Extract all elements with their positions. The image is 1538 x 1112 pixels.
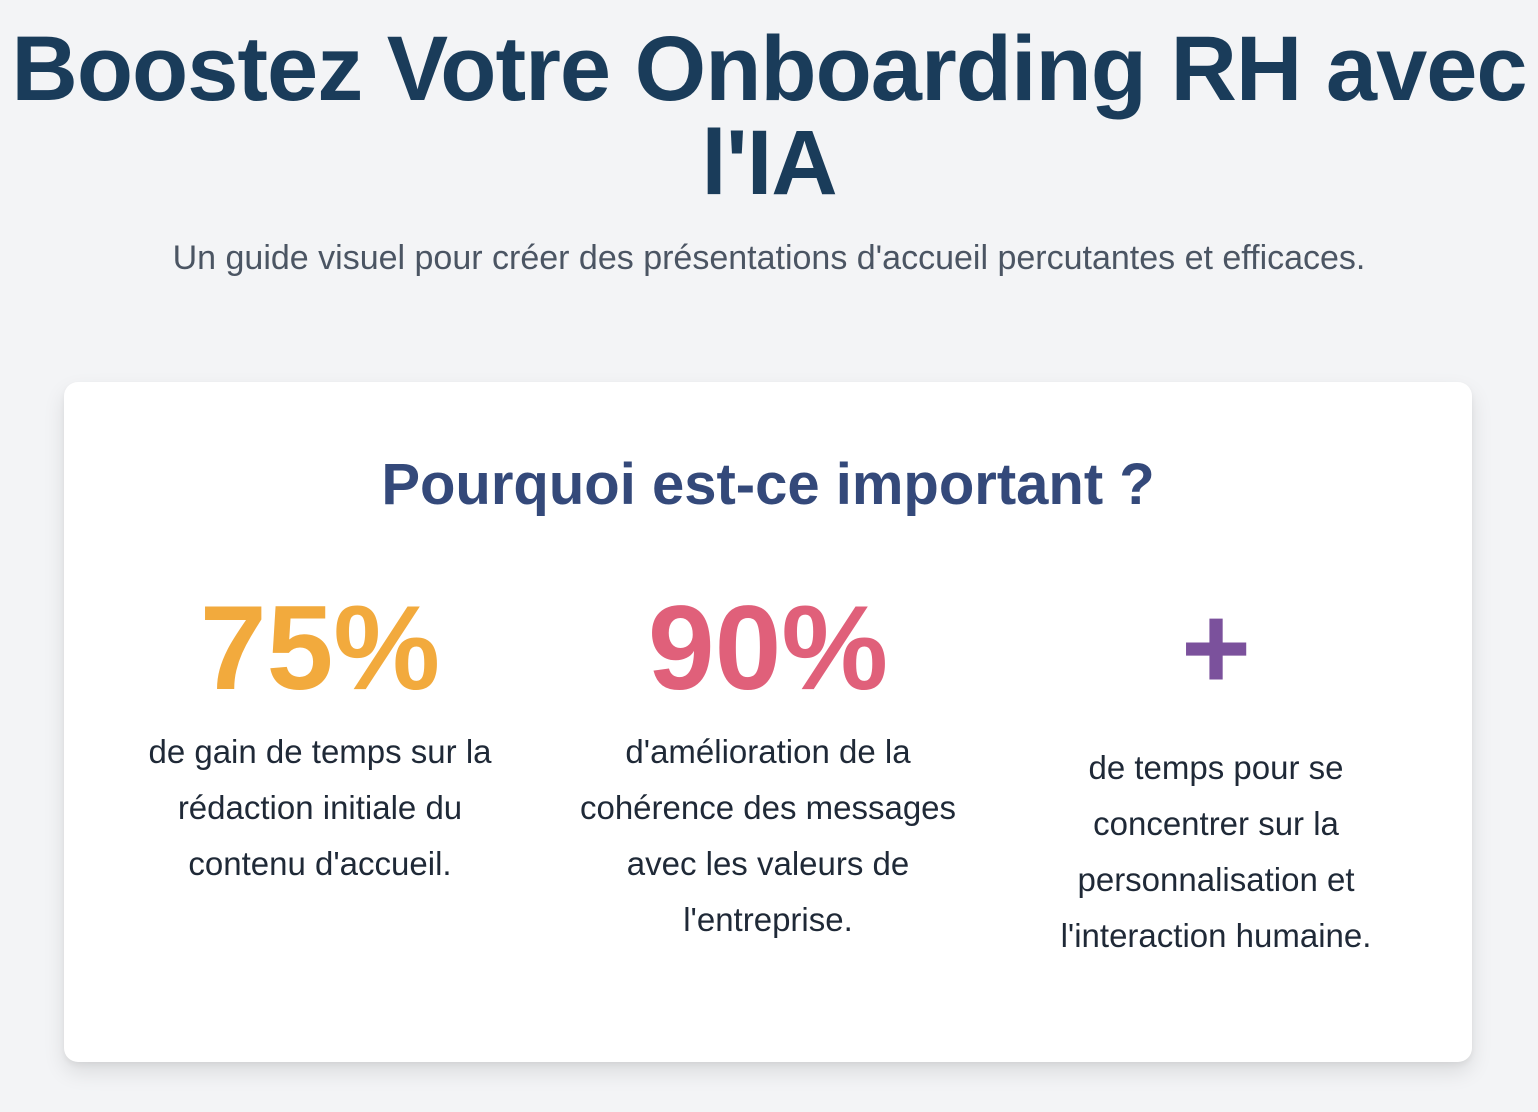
stat-personalization: + de temps pour se concentrer sur la per… bbox=[1016, 578, 1416, 964]
importance-card: Pourquoi est-ce important ? 75% de gain … bbox=[64, 382, 1472, 1062]
card-title: Pourquoi est-ce important ? bbox=[381, 452, 1155, 517]
page-title: Boostez Votre Onboarding RH avec l'IA bbox=[11, 18, 1527, 214]
stat-coherence: 90% d'amélioration de la cohérence des m… bbox=[568, 578, 968, 948]
stat-description: de gain de temps sur la rédaction initia… bbox=[148, 733, 492, 882]
plus-icon: + bbox=[1180, 581, 1252, 715]
stat-description: de temps pour se concentrer sur la perso… bbox=[1060, 749, 1372, 954]
stat-time-saving: 75% de gain de temps sur la rédaction in… bbox=[120, 578, 520, 892]
stat-value: 90% bbox=[647, 581, 889, 715]
stat-description: d'amélioration de la cohérence des messa… bbox=[579, 733, 957, 938]
page-subtitle: Un guide visuel pour créer des présentat… bbox=[172, 239, 1366, 277]
stat-value: 75% bbox=[199, 581, 441, 715]
